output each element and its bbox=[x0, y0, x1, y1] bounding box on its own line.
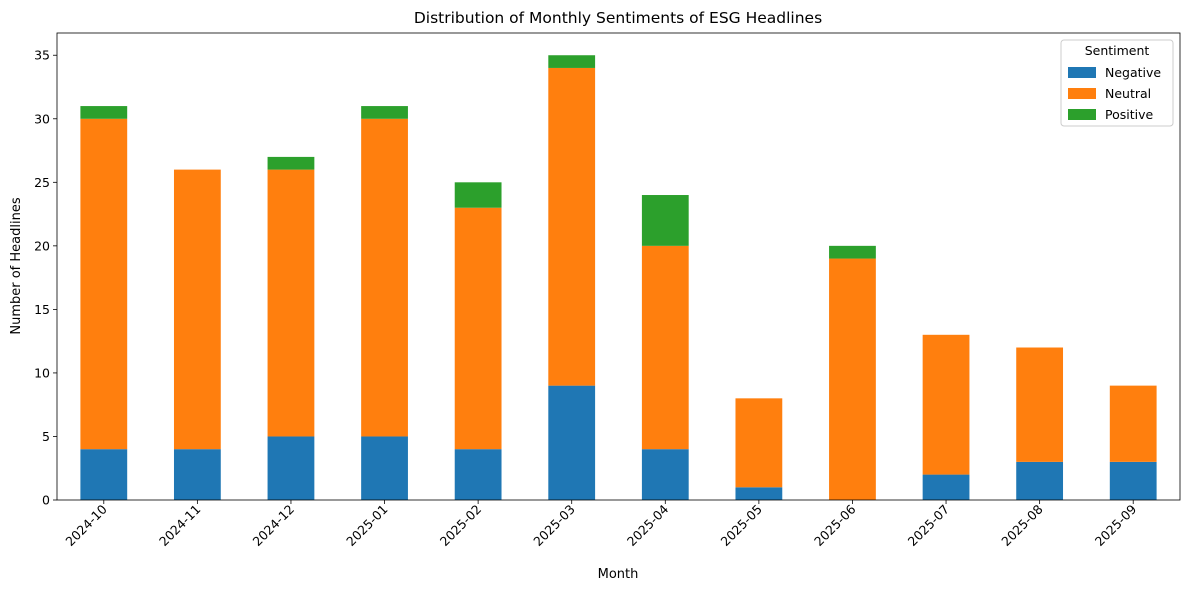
bar-positive-2025-06 bbox=[829, 245, 876, 259]
bar-negative-2025-08 bbox=[1016, 461, 1064, 500]
y-tick-label-5: 5 bbox=[42, 429, 50, 444]
bar-neutral-2024-10 bbox=[80, 118, 128, 450]
y-tick-label-15: 15 bbox=[34, 302, 50, 317]
bar-neutral-2025-09 bbox=[1109, 385, 1157, 462]
bar-positive-2025-03 bbox=[548, 55, 596, 68]
x-tick-label-2025-02: 2025-02 bbox=[437, 502, 485, 550]
bar-negative-2025-02 bbox=[454, 449, 502, 500]
y-axis-label: Number of Headlines bbox=[9, 197, 24, 334]
bar-neutral-2025-03 bbox=[548, 67, 596, 386]
x-tick-label-2024-11: 2024-11 bbox=[156, 502, 204, 550]
bar-neutral-2025-06 bbox=[829, 258, 876, 500]
bar-neutral-2024-12 bbox=[267, 169, 315, 437]
y-tick-label-10: 10 bbox=[34, 365, 50, 380]
bar-negative-2024-12 bbox=[267, 436, 315, 500]
y-tick-label-20: 20 bbox=[34, 238, 50, 253]
bar-positive-2024-12 bbox=[267, 156, 315, 170]
bar-neutral-2025-08 bbox=[1016, 347, 1064, 462]
bar-neutral-2025-05 bbox=[735, 398, 783, 488]
bar-negative-2025-01 bbox=[361, 436, 408, 500]
y-tick-label-35: 35 bbox=[34, 48, 50, 63]
x-axis-label: Month bbox=[598, 567, 639, 582]
legend-swatch-neutral bbox=[1068, 88, 1096, 99]
bar-negative-2025-05 bbox=[735, 487, 783, 500]
legend: Sentiment Negative Neutral Positive bbox=[1060, 39, 1174, 127]
x-tick-label-2025-07: 2025-07 bbox=[905, 502, 953, 550]
y-tick-label-25: 25 bbox=[34, 175, 50, 190]
legend-title: Sentiment bbox=[1085, 43, 1150, 58]
bar-negative-2025-07 bbox=[922, 474, 970, 500]
x-tick-label-2025-05: 2025-05 bbox=[717, 502, 765, 550]
x-tick-label-2025-03: 2025-03 bbox=[530, 502, 578, 550]
bar-neutral-2025-04 bbox=[641, 245, 689, 450]
legend-box bbox=[1060, 39, 1174, 127]
x-tick-label-2025-06: 2025-06 bbox=[811, 501, 859, 549]
legend-label-negative: Negative bbox=[1105, 65, 1161, 80]
chart-title: Distribution of Monthly Sentiments of ES… bbox=[414, 9, 822, 27]
bar-positive-2025-02 bbox=[454, 182, 502, 208]
x-tick-label-2024-12: 2024-12 bbox=[250, 502, 298, 550]
bar-negative-2025-04 bbox=[641, 449, 689, 500]
y-tick-label-0: 0 bbox=[42, 493, 50, 508]
bar-negative-2025-03 bbox=[548, 385, 596, 500]
x-tick-label-2025-01: 2025-01 bbox=[343, 502, 391, 550]
bar-positive-2024-10 bbox=[80, 106, 128, 119]
bar-positive-2025-01 bbox=[361, 106, 408, 119]
axes-frame bbox=[56, 32, 1181, 501]
legend-swatch-negative bbox=[1068, 67, 1096, 78]
bar-neutral-2025-01 bbox=[361, 118, 408, 437]
bar-negative-2025-09 bbox=[1109, 461, 1157, 500]
bar-neutral-2025-02 bbox=[454, 207, 502, 450]
legend-label-neutral: Neutral bbox=[1105, 86, 1151, 101]
y-tick-label-30: 30 bbox=[34, 111, 50, 126]
x-tick-label-2024-10: 2024-10 bbox=[62, 501, 110, 549]
bar-positive-2025-04 bbox=[641, 195, 689, 246]
legend-swatch-positive bbox=[1068, 109, 1096, 120]
legend-label-positive: Positive bbox=[1105, 107, 1153, 122]
bar-neutral-2024-11 bbox=[173, 169, 221, 450]
plot-area: 2024-10 2024-11 2024-12 2025-01 2025-02 2025-… bbox=[34, 32, 1181, 550]
bar-neutral-2025-07 bbox=[922, 334, 970, 475]
x-tick-label-2025-09: 2025-09 bbox=[1092, 501, 1140, 549]
bar-negative-2024-11 bbox=[173, 449, 221, 500]
bar-negative-2024-10 bbox=[80, 449, 128, 500]
x-tick-label-2025-04: 2025-04 bbox=[624, 501, 672, 549]
x-tick-label-2025-08: 2025-08 bbox=[998, 501, 1046, 549]
